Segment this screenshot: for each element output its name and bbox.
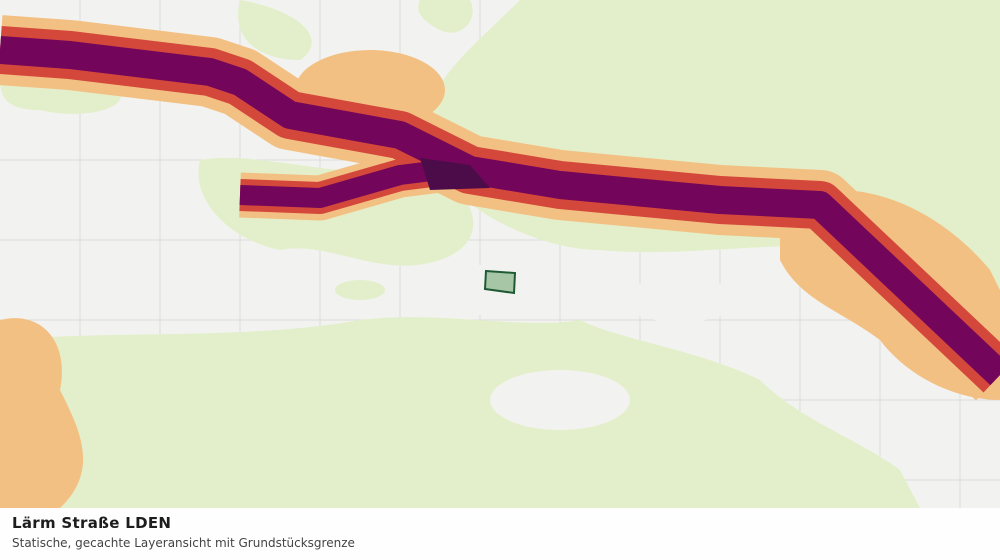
map-title: Lärm Straße LDEN (12, 514, 172, 532)
quiet-area (410, 265, 740, 430)
parcel-boundary (483, 269, 517, 295)
map-subtitle: Statische, gecachte Layeransicht mit Gru… (12, 536, 355, 550)
map-caption: Lärm Straße LDEN Statische, gecachte Lay… (0, 508, 1000, 560)
road-noise-bands (0, 15, 1000, 401)
